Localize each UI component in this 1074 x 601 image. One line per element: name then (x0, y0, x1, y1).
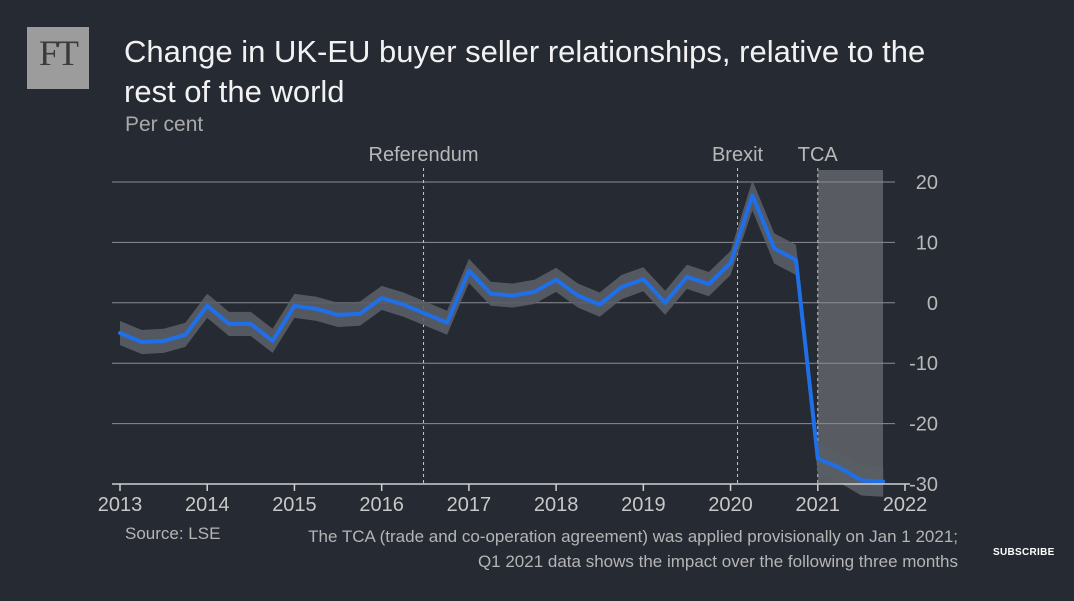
y-tick-label: 20 (916, 172, 938, 194)
x-tick-label: 2013 (98, 494, 143, 516)
x-tick-label: 2015 (272, 494, 317, 516)
series-line (118, 193, 886, 484)
x-tick-label: 2016 (359, 494, 404, 516)
chart-subtitle: Per cent (125, 113, 204, 136)
series-line-path (118, 193, 886, 484)
y-tick-label: -30 (909, 474, 938, 496)
event-label: TCA (798, 144, 839, 166)
x-tick-label: 2018 (534, 494, 579, 516)
x-axis: 2013 2014 2015 2016 2017 2018 2019 2020 2021 2022 (98, 483, 928, 516)
tca-footnote-line-1: The TCA (trade and co-operation agreemen… (308, 527, 958, 546)
x-tick-label: 2014 (185, 494, 230, 516)
event-label: Brexit (712, 144, 764, 166)
x-tick-label: 2017 (447, 494, 492, 516)
tca-shaded-region (817, 170, 883, 484)
uncertainty-band (120, 180, 884, 497)
y-tick-labels: 20 10 0 -10 -20 -30 (909, 172, 938, 496)
x-tick-label: 2020 (708, 494, 753, 516)
tca-footnote: The TCA (trade and co-operation agreemen… (308, 524, 958, 574)
event-label: Referendum (369, 144, 479, 166)
x-tick-label: 2019 (621, 494, 666, 516)
x-tick-label: 2021 (796, 494, 841, 516)
tca-footnote-line-2: Q1 2021 data shows the impact over the f… (477, 552, 958, 571)
y-tick-label: -20 (909, 414, 938, 436)
y-tick-label: 0 (927, 293, 938, 315)
y-tick-label: 10 (916, 232, 938, 254)
ft-logo: FT (27, 27, 89, 89)
subscribe-button[interactable]: SUBSCRIBE (993, 547, 1055, 558)
confidence-band (120, 180, 884, 497)
event-labels: Referendum Brexit TCA (369, 144, 839, 166)
chart-title: Change in UK-EU buyer seller relationshi… (124, 34, 926, 109)
source-note: Source: LSE (125, 524, 221, 543)
tca-shade-rect (817, 170, 883, 484)
event-lines (423, 168, 819, 484)
y-tick-label: -10 (909, 353, 938, 375)
x-tick-label: 2022 (883, 494, 928, 516)
